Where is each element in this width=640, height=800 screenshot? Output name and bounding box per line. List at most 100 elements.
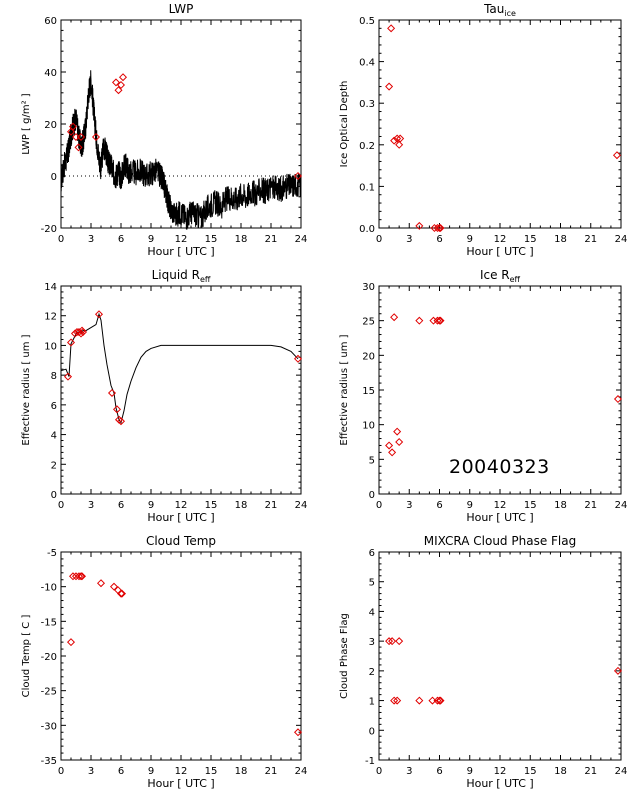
x-tick-label: 18 xyxy=(235,500,248,511)
y-tick-label: -30 xyxy=(41,721,57,732)
x-tick-label: 6 xyxy=(436,234,442,245)
x-tick-label: 15 xyxy=(205,500,218,511)
x-tick-label: 12 xyxy=(175,234,188,245)
y-tick-label: 40 xyxy=(44,68,57,79)
x-tick-label: 15 xyxy=(524,234,537,245)
x-tick-label: 12 xyxy=(494,766,507,777)
data-point xyxy=(433,316,442,325)
data-point xyxy=(94,310,104,319)
data-point xyxy=(117,589,127,598)
x-tick-label: 9 xyxy=(148,234,154,245)
data-point xyxy=(388,448,397,457)
x-tick-label: 18 xyxy=(554,766,567,777)
x-tick-label: 0 xyxy=(376,234,382,245)
y-tick-label: 0 xyxy=(369,490,375,501)
data-point xyxy=(415,221,424,230)
data-point xyxy=(118,73,128,82)
y-tick-label: 3 xyxy=(369,637,375,648)
data-point xyxy=(116,417,126,426)
x-tick-label: 3 xyxy=(406,500,412,511)
x-axis-label: Hour [ UTC ] xyxy=(147,511,214,524)
x-axis-label: Hour [ UTC ] xyxy=(147,245,214,258)
data-point xyxy=(77,572,87,581)
y-tick-label: -10 xyxy=(41,583,57,594)
x-tick-label: 9 xyxy=(148,766,154,777)
data-point xyxy=(76,132,86,142)
date-stamp: 20040323 xyxy=(449,456,550,478)
y-tick-label: 0.0 xyxy=(359,224,375,235)
x-tick-label: 18 xyxy=(554,500,567,511)
x-tick-label: 6 xyxy=(436,500,442,511)
data-point xyxy=(415,316,424,325)
y-tick-label: -25 xyxy=(41,687,57,698)
data-point xyxy=(396,134,405,143)
x-tick-label: 0 xyxy=(376,766,382,777)
y-tick-label: 8 xyxy=(51,371,57,382)
x-tick-label: 9 xyxy=(467,234,473,245)
chart-title: MIXCRA Cloud Phase Flag xyxy=(424,534,576,548)
data-point xyxy=(415,696,424,705)
x-tick-label: 6 xyxy=(436,766,442,777)
data-point xyxy=(66,127,76,136)
data-point xyxy=(63,372,73,381)
x-tick-label: 15 xyxy=(205,766,218,777)
y-axis-label: Cloud Phase Flag xyxy=(339,613,350,699)
x-tick-label: 3 xyxy=(88,500,94,511)
x-tick-label: 24 xyxy=(615,234,628,245)
y-axis-label: Effective radius [ um ] xyxy=(339,334,350,445)
data-point xyxy=(435,223,444,233)
panel-ice-reff: Ice Reff 0 3 6 9 12 15 18 21 24 0 5 10 15 20 25 30 Hour [… xyxy=(339,268,627,524)
data-point xyxy=(390,696,399,705)
plot-frame xyxy=(378,551,622,761)
y-tick-label: 1 xyxy=(369,697,375,708)
panel-tau-ice: Tauice 0 3 6 9 12 15 18 21 24 0.0 0.1 0.2 0.3 0.4 0.5 Ho… xyxy=(339,2,627,258)
data-point xyxy=(390,136,399,145)
chart-title: Ice Reff xyxy=(480,268,521,284)
y-tick-label: -1 xyxy=(365,756,375,767)
data-point xyxy=(613,666,622,675)
x-tick-label: 21 xyxy=(584,500,597,511)
data-point xyxy=(293,728,303,737)
x-tick-label: 9 xyxy=(467,500,473,511)
x-tick-label: 12 xyxy=(175,500,188,511)
data-point xyxy=(612,151,621,160)
y-tick-label: 0.4 xyxy=(359,58,375,69)
x-tick-label: 0 xyxy=(58,234,64,245)
y-tick-label: 25 xyxy=(362,317,375,328)
y-tick-label: 0 xyxy=(51,490,57,501)
data-point xyxy=(111,78,121,87)
data-point xyxy=(435,316,444,325)
data-point xyxy=(114,86,123,95)
data-point xyxy=(393,696,402,705)
data-point xyxy=(436,696,445,705)
y-tick-label: 0.2 xyxy=(359,141,375,152)
data-point xyxy=(78,328,88,337)
x-tick-label: 15 xyxy=(524,500,537,511)
chart-title: Tauice xyxy=(483,2,516,18)
x-tick-label: 12 xyxy=(175,766,188,777)
y-tick-label: -20 xyxy=(41,224,57,235)
y-tick-label: -5 xyxy=(47,548,57,559)
panel-cloud-temp: Cloud Temp 0 3 6 9 12 15 18 21 24 -35 -30 -25 -20 -15 -… xyxy=(21,534,307,790)
data-point xyxy=(395,437,404,447)
data-point xyxy=(116,80,126,90)
y-tick-label: 5 xyxy=(369,455,375,466)
data-point xyxy=(385,82,394,91)
data-point xyxy=(433,223,442,233)
data-point xyxy=(68,122,78,131)
data-point xyxy=(68,572,78,581)
x-tick-label: 12 xyxy=(494,500,507,511)
data-point xyxy=(293,354,303,363)
x-tick-label: 24 xyxy=(615,766,628,777)
x-tick-label: 0 xyxy=(376,500,382,511)
data-point xyxy=(385,637,394,646)
x-axis-label: Hour [ UTC ] xyxy=(466,245,533,258)
data-point xyxy=(387,24,396,33)
y-tick-label: -35 xyxy=(41,756,57,767)
chart-title: Liquid Reff xyxy=(152,268,211,284)
y-tick-label: 2 xyxy=(51,460,57,471)
y-tick-label: 0 xyxy=(369,726,375,737)
x-tick-label: 18 xyxy=(235,766,248,777)
chart-title-subscript: ice xyxy=(504,9,516,18)
y-tick-label: 20 xyxy=(362,351,375,362)
